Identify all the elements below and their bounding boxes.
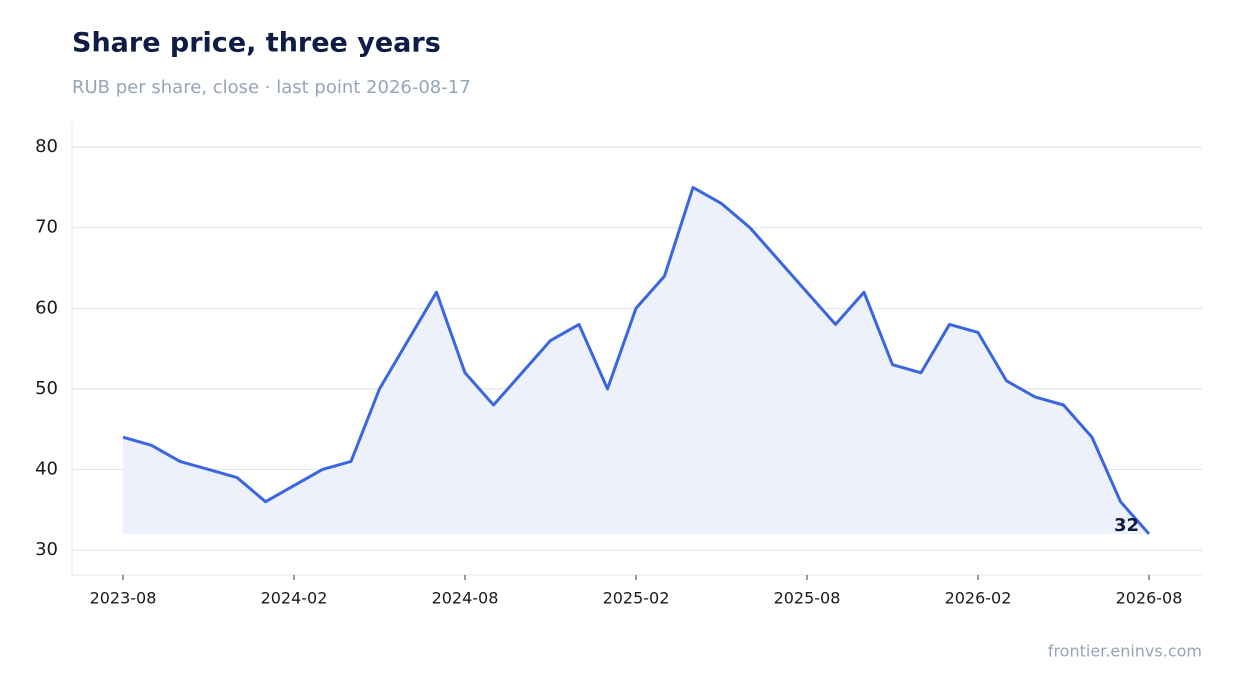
y-tick-label: 80	[35, 136, 58, 157]
chart-subtitle: RUB per share, close · last point 2026-0…	[72, 77, 471, 98]
y-tick-label: 60	[35, 297, 58, 318]
chart-title: Share price, three years	[72, 28, 441, 59]
x-tick-label: 2026-08	[1116, 589, 1183, 608]
x-tick-label: 2023-08	[90, 589, 157, 608]
y-tick-label: 30	[35, 539, 58, 560]
x-tick-label: 2026-02	[945, 589, 1012, 608]
value-label: 32	[1114, 515, 1139, 536]
source: frontier.eninvs.com	[1048, 642, 1202, 661]
x-tick-label: 2024-02	[261, 589, 328, 608]
x-tick-label: 2025-02	[603, 589, 670, 608]
y-tick-label: 40	[35, 458, 58, 479]
area	[123, 187, 1149, 534]
x-tick-label: 2025-08	[774, 589, 841, 608]
y-tick-label: 70	[35, 217, 58, 238]
y-tick-label: 50	[35, 378, 58, 399]
x-tick-label: 2024-08	[432, 589, 499, 608]
line	[122, 185, 1151, 535]
